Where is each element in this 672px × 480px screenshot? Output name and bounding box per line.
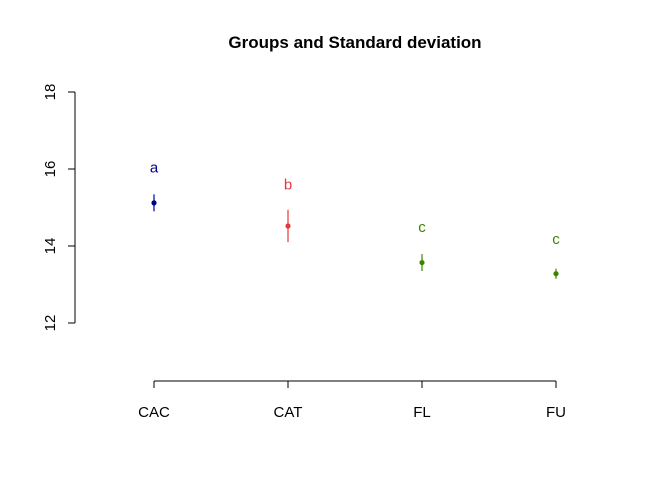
y-axis: 12 14 16 18 — [42, 84, 76, 332]
mean-point — [553, 271, 559, 277]
y-tick-label: 16 — [42, 161, 59, 178]
chart-title: Groups and Standard deviation — [228, 33, 481, 52]
y-tick-label: 18 — [42, 84, 59, 101]
mean-point — [285, 223, 291, 229]
x-axis: CAC CAT FL FU — [138, 380, 566, 421]
y-tick-label: 14 — [42, 238, 59, 255]
group-letter-label: a — [150, 159, 159, 176]
data-marks: a b c c — [150, 159, 560, 279]
x-tick-label: CAC — [138, 404, 170, 421]
x-tick-label: CAT — [274, 404, 303, 421]
x-tick-label: FL — [413, 404, 431, 421]
mean-point — [151, 200, 157, 206]
y-tick-label: 12 — [42, 315, 59, 332]
x-tick-label: FU — [546, 404, 566, 421]
mean-point — [419, 259, 425, 266]
group-letter-label: c — [552, 231, 560, 248]
group-letter-label: b — [284, 176, 292, 193]
group-letter-label: c — [418, 219, 426, 236]
